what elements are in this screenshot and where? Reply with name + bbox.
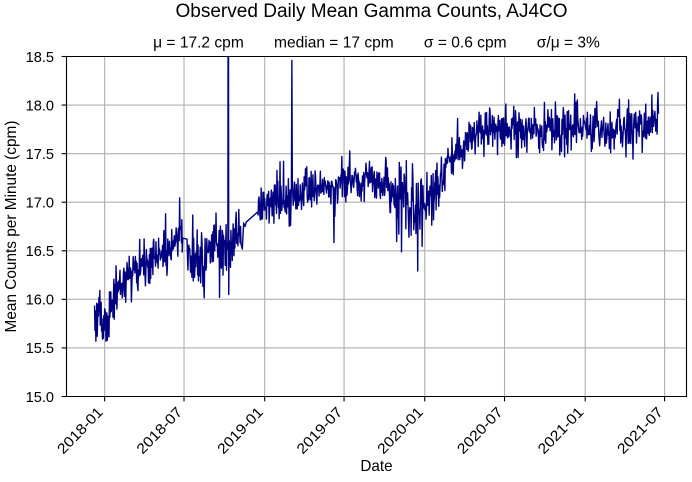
svg-text:15.0: 15.0 bbox=[26, 390, 54, 406]
svg-text:Observed Daily Mean Gamma Coun: Observed Daily Mean Gamma Counts, AJ4CO bbox=[175, 1, 567, 22]
svg-text:17.0: 17.0 bbox=[26, 195, 54, 211]
svg-text:16.5: 16.5 bbox=[26, 244, 54, 260]
svg-text:Date: Date bbox=[360, 458, 392, 475]
svg-text:18.0: 18.0 bbox=[26, 98, 54, 114]
svg-text:15.5: 15.5 bbox=[26, 341, 54, 357]
svg-text:μ = 17.2 cpm median = 17: μ = 17.2 cpm median = 17 cpm σ = 0.6 cpm… bbox=[153, 35, 600, 52]
svg-text:18.5: 18.5 bbox=[26, 50, 54, 66]
svg-text:Mean Counts per Minute (cpm): Mean Counts per Minute (cpm) bbox=[3, 121, 20, 333]
svg-text:16.0: 16.0 bbox=[26, 293, 54, 309]
svg-text:17.5: 17.5 bbox=[26, 147, 54, 163]
